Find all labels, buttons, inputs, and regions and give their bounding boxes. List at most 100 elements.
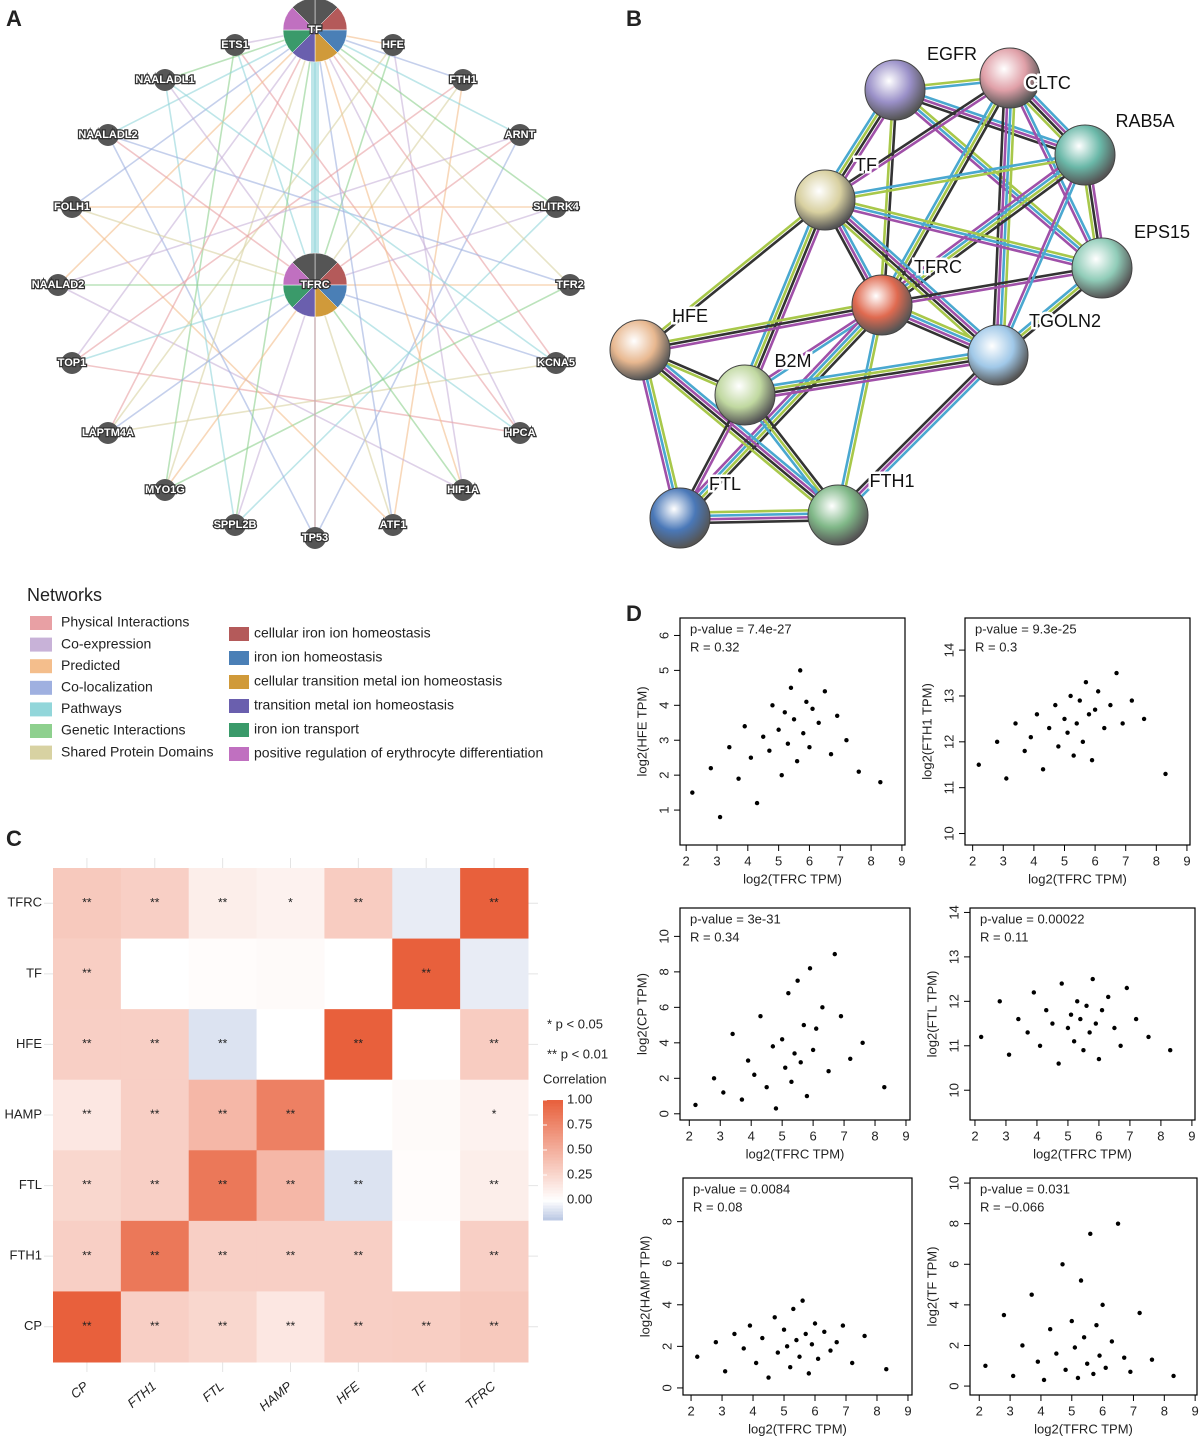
point [1163,771,1168,777]
point [1087,1030,1092,1035]
x-tick-label: 4 [749,1403,756,1418]
heatmap-cell [392,868,461,940]
edge [745,355,999,399]
point [994,739,1000,745]
colorbar-tick-label: 0.00 [567,1191,592,1206]
stat-label: p-value = 0.0084 [693,1181,790,1196]
point [1034,712,1040,717]
edge [71,284,316,364]
edge [878,89,895,305]
point [748,755,754,760]
edge [164,29,316,491]
colorbar-segment [543,1148,563,1152]
legend-label: Physical Interactions [61,614,189,630]
colorbar-segment [543,1193,563,1197]
point [1077,698,1082,703]
edge [71,79,464,364]
point [1146,1034,1151,1040]
point [798,1060,803,1065]
significance-label: ** [218,1107,228,1121]
point [1041,1377,1047,1383]
point [838,1014,844,1019]
edge [745,358,1000,402]
edge [638,350,838,518]
x-tick-label: 6 [1099,1403,1106,1418]
point [1128,1369,1133,1375]
edge [639,303,883,352]
edge [677,302,882,518]
x-tick-label: 8 [1161,1403,1168,1418]
edge [823,202,1102,273]
plot-frame [682,1177,913,1396]
colorbar-segment [543,1169,563,1173]
edge [994,77,1010,355]
node-label: HIF1A [447,484,479,496]
point [736,776,741,781]
colorbar-segment [543,1202,563,1206]
point [844,738,849,743]
network-a-edges [57,29,571,539]
edge [738,197,822,394]
colorbar-segment [543,1211,563,1215]
point [1093,1021,1099,1026]
edge [824,151,1085,200]
legend-label: Predicted [61,657,120,673]
y-tick-label: 4 [659,1301,674,1308]
legend-swatch [30,745,52,760]
edge [234,44,316,286]
point [788,685,794,691]
heatmap-cell [324,868,393,940]
point [834,713,840,718]
point [1114,670,1119,676]
point [1099,1008,1105,1013]
point [770,1044,776,1049]
significance-label: ** [82,1319,92,1333]
point [754,800,760,806]
edge [825,195,1104,266]
x-tick-label: 9 [904,1403,911,1418]
point [828,1348,833,1353]
point [789,1079,794,1085]
x-tick-label: 7 [840,1128,847,1143]
plot-frame [969,907,1196,1121]
colorbar-segment [543,1172,563,1176]
point [1072,1345,1078,1350]
edge [838,305,885,516]
significance-label: ** [489,1037,499,1051]
colorbar-segment [543,1133,563,1137]
x-tick-label: 2 [976,1403,983,1418]
edge [682,307,887,523]
significance-label: ** [150,1248,160,1262]
point [828,752,834,757]
heatmap-cell [460,1150,529,1222]
legend-swatch [229,651,249,665]
point [1050,1021,1055,1026]
point [882,1084,887,1090]
x-tick-label: 8 [1153,853,1160,868]
stat-label: p-value = 3e-31 [690,911,781,926]
point [773,1106,779,1111]
node-segment [292,252,316,286]
significance-label: ** [82,1248,92,1262]
point [722,1369,728,1374]
node [97,124,119,146]
legend-swatch [30,637,52,652]
x-axis-label: log2(TFRC TPM) [748,1421,847,1436]
edge [825,197,1001,355]
point [1028,735,1034,740]
point [1071,1039,1077,1044]
colorbar-segment [543,1217,563,1221]
node [47,274,69,296]
significance-label: ** [354,1037,364,1051]
node [545,196,567,218]
colorbar-tick-label: 0.50 [567,1141,592,1156]
heatmap-cell [53,1220,122,1292]
point [713,1340,719,1345]
edge [164,44,236,491]
node [154,479,176,501]
point [1133,1016,1139,1022]
point [1056,1061,1061,1066]
edge [837,354,999,516]
edge [893,92,1085,160]
point [783,1065,788,1070]
